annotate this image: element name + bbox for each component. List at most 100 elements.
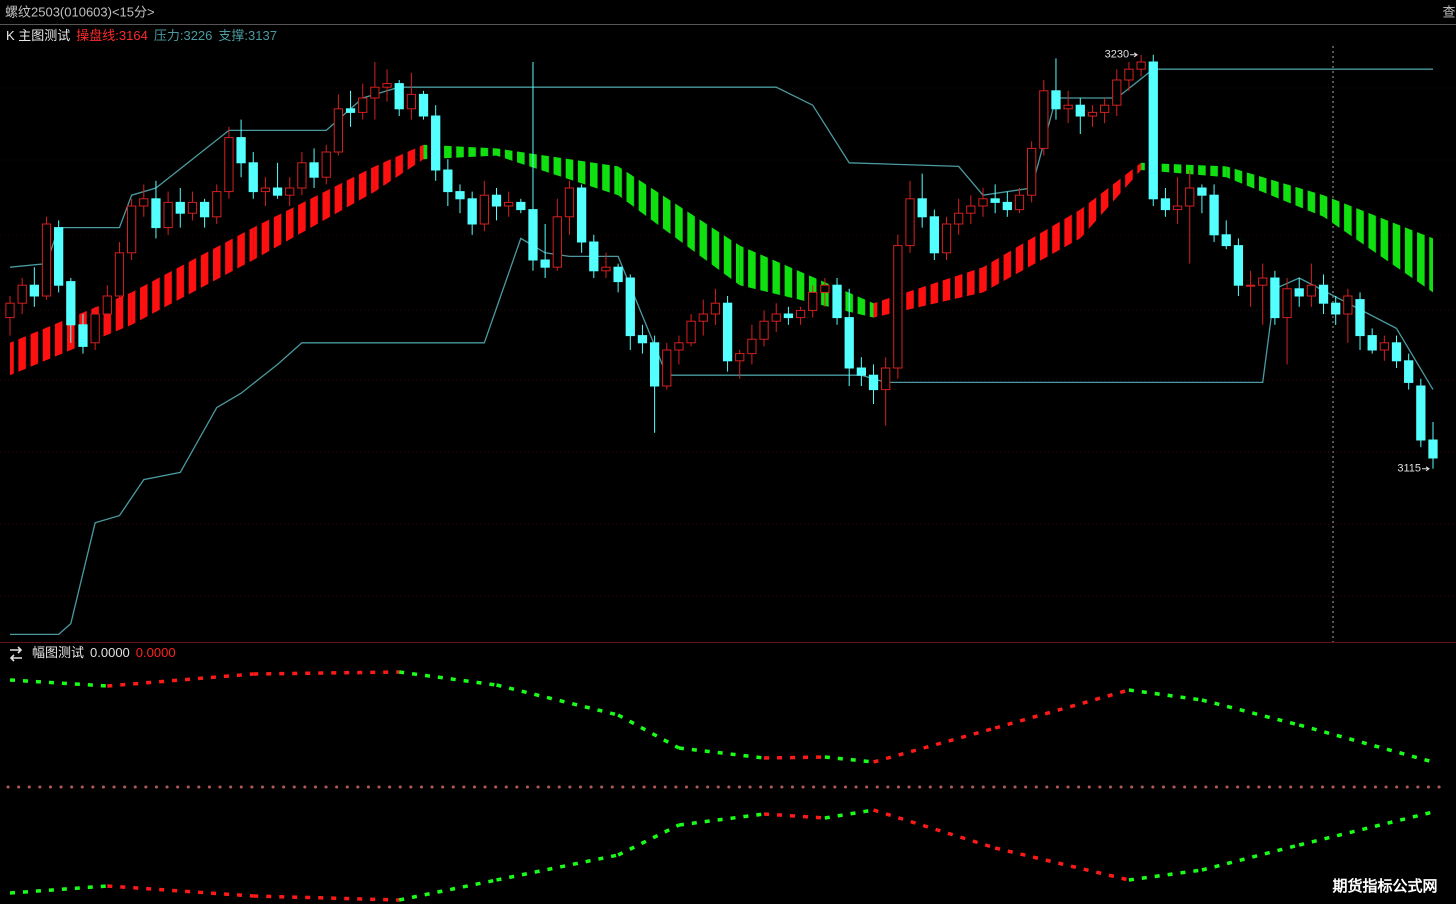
ribbon-segment	[1080, 162, 1142, 239]
candle-up	[102, 295, 112, 315]
candle-down	[455, 191, 465, 200]
candle-up	[114, 252, 125, 297]
candle-up	[41, 223, 52, 297]
candle-up	[358, 97, 368, 113]
candle-down	[151, 198, 161, 229]
main-legend: K 主图测试 操盘线:3164 压力:3226 支撑:3137	[6, 28, 277, 43]
candle-up	[321, 151, 331, 178]
candle-down	[394, 83, 404, 110]
amplitude-segment	[994, 846, 1130, 882]
candle-down	[637, 335, 648, 344]
candle-down	[66, 281, 76, 326]
candle-up	[163, 201, 173, 229]
sub-legend: 幅图测试 0.0000 0.0000	[32, 645, 176, 660]
candle-down	[29, 284, 39, 297]
candle-up	[17, 284, 27, 304]
ribbon-segment	[1323, 195, 1433, 293]
candle-up	[126, 205, 137, 254]
candle-up	[747, 338, 757, 355]
amplitude-segment	[617, 823, 680, 857]
candle-down	[1404, 360, 1414, 383]
candle-down	[175, 201, 185, 214]
candle-down	[783, 313, 794, 319]
candle-up	[1172, 205, 1183, 211]
candle-up	[260, 187, 271, 193]
candle-down	[1197, 187, 1207, 196]
candle-up	[820, 284, 830, 293]
amplitude-segment	[994, 688, 1130, 730]
low-label: 3115	[1397, 463, 1421, 475]
amplitude-segment	[824, 808, 874, 820]
candle-down	[491, 194, 502, 207]
candle-up	[966, 205, 976, 214]
candle-down	[1294, 288, 1304, 297]
amplitude-segment	[824, 755, 874, 764]
candle-up	[1258, 277, 1268, 286]
candles: 3230 3115	[5, 49, 1438, 475]
amplitude-segment	[496, 683, 619, 717]
candle-down	[929, 216, 939, 254]
readout: 0.0000	[90, 645, 130, 660]
amplitude-segment	[253, 670, 400, 676]
candle-up	[1185, 187, 1195, 207]
candle-up	[1282, 288, 1292, 319]
candle-down	[78, 324, 88, 347]
amplitude-segment	[764, 755, 825, 760]
candle-up	[674, 342, 684, 351]
amplitude-segment	[873, 808, 996, 850]
ribbon-segment	[1141, 162, 1227, 178]
candle-down	[625, 277, 635, 337]
amplitude-segment	[398, 878, 497, 902]
candle-down	[1270, 277, 1280, 319]
candle-down	[990, 198, 1000, 203]
amplitude-segment	[398, 670, 497, 687]
candle-down	[1209, 194, 1219, 236]
candle-down	[345, 108, 356, 113]
candle-down	[1051, 90, 1061, 110]
candle-up	[881, 367, 891, 391]
candle-down	[431, 115, 441, 171]
candle-up	[1039, 90, 1049, 149]
candle-up	[1014, 194, 1025, 211]
candle-down	[248, 162, 258, 193]
candle-down	[516, 201, 526, 211]
candle-up	[1379, 342, 1389, 351]
candle-up	[710, 302, 721, 315]
candle-up	[1124, 68, 1134, 81]
candle-up	[771, 313, 781, 322]
amplitude-segment	[1298, 810, 1434, 847]
candle-down	[1318, 284, 1329, 304]
candle-up	[1087, 111, 1098, 117]
candle-down	[1428, 439, 1438, 459]
high-label-arrow	[1130, 52, 1139, 58]
candle-up	[187, 201, 198, 214]
readout: 0.0000	[136, 645, 176, 660]
candle-down	[236, 137, 246, 164]
amplitude-segment	[873, 726, 996, 764]
amplitude-segment	[1298, 723, 1434, 764]
candle-down	[272, 187, 283, 196]
candle-down	[1075, 104, 1085, 117]
sub-title: 幅图测试	[32, 645, 84, 660]
candle-down	[868, 374, 879, 391]
candle-down	[1367, 335, 1377, 351]
legend-label: 操盘线:	[76, 28, 119, 43]
ribbon	[10, 144, 1433, 376]
legend-value: 3226	[183, 28, 212, 43]
ribbon-segment	[423, 144, 497, 160]
amplitude-segment	[107, 884, 254, 898]
amplitude-segment	[9, 884, 108, 895]
query-button[interactable]: 查	[1442, 4, 1455, 19]
candle-up	[905, 198, 915, 247]
candle-down	[1391, 342, 1402, 362]
candle-up	[1136, 61, 1146, 70]
candle-down	[576, 187, 587, 243]
candle-up	[212, 191, 222, 218]
header-title: 螺纹2503(010603)<15分>	[5, 4, 155, 19]
candle-down	[418, 93, 429, 117]
candle-up	[224, 137, 234, 193]
candle-down	[54, 227, 64, 286]
candle-up	[504, 201, 514, 207]
candle-down	[649, 342, 660, 387]
